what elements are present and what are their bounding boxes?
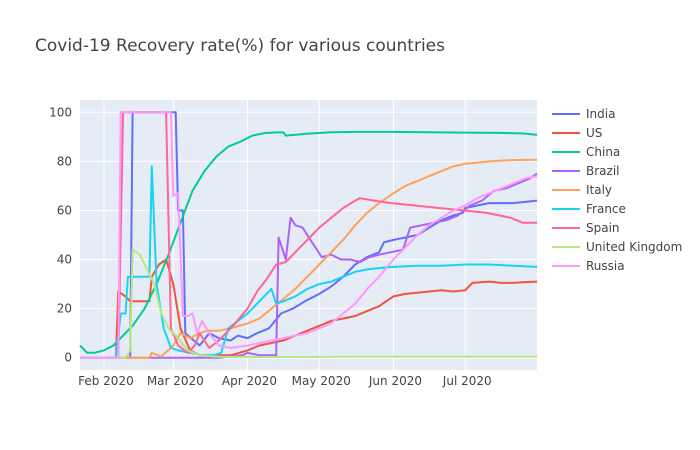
y-tick-label: 0 [64,351,72,365]
series-line-spain[interactable] [80,111,537,359]
legend-item-italy[interactable]: Italy [552,183,612,197]
series-line-united-kingdom[interactable] [80,248,537,359]
series-line-brazil[interactable] [80,172,538,359]
series-layer [79,111,538,359]
series-line-russia[interactable] [80,111,538,359]
legend-label: China [586,145,620,159]
chart-title: Covid-19 Recovery rate(%) for various co… [35,36,445,56]
x-tick-label: Feb 2020 [78,374,134,388]
legend-item-china[interactable]: China [552,145,620,159]
legend-label: United Kingdom [586,240,682,254]
legend-label: Spain [586,221,620,235]
x-tick-label: Apr 2020 [222,374,277,388]
legend: India US China Brazil Italy France Spain United… [552,107,682,273]
x-tick-label: Jul 2020 [442,374,492,388]
x-tick-label: Jun 2020 [368,374,422,388]
legend-item-france[interactable]: France [552,202,626,216]
legend-label: US [586,126,602,140]
legend-item-us[interactable]: US [552,126,602,140]
legend-item-united-kingdom[interactable]: United Kingdom [552,240,682,254]
series-line-italy[interactable] [80,158,537,359]
legend-label: Italy [586,183,612,197]
legend-label: Brazil [586,164,620,178]
legend-label: France [586,202,626,216]
x-tick-label: Mar 2020 [147,374,204,388]
legend-item-russia[interactable]: Russia [552,259,625,273]
legend-item-spain[interactable]: Spain [552,221,620,235]
series-line-china[interactable] [79,130,538,354]
x-tick-label: May 2020 [292,374,351,388]
plot-area [80,100,537,370]
y-tick-label: 20 [57,302,72,316]
legend-label: India [586,107,615,121]
axis-layer: 0 20 40 60 80 100 Feb 2020 Mar 2020 Apr 2020 May … [49,105,492,388]
legend-label: Russia [586,259,625,273]
y-tick-label: 80 [57,154,72,168]
y-tick-label: 40 [57,253,72,267]
legend-item-brazil[interactable]: Brazil [552,164,620,178]
legend-item-india[interactable]: India [552,107,615,121]
y-tick-label: 100 [49,105,72,119]
y-tick-label: 60 [57,203,72,217]
